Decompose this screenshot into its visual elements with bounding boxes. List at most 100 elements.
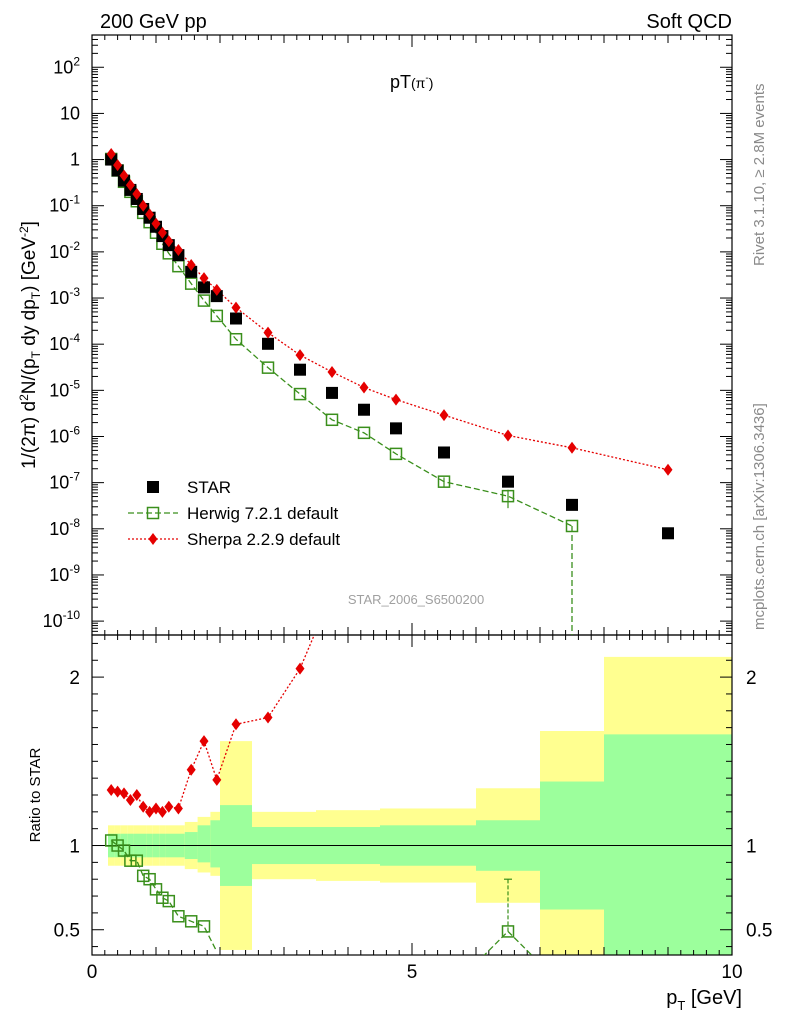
ratio-y-tick-label-left: 1: [69, 837, 80, 858]
sherpa-ratio-point: [138, 800, 148, 813]
sherpa-ratio-point: [263, 711, 273, 724]
star-point: [185, 265, 198, 278]
y-tick-mantissa: 10: [49, 565, 69, 585]
sherpa-ratio-point: [106, 783, 116, 796]
herwig-point: [293, 387, 307, 401]
sherpa-point: [663, 463, 673, 476]
y-tick-exponent: -6: [69, 423, 80, 437]
herwig-point: [357, 426, 371, 440]
y-tick-exponent: 2: [73, 54, 80, 68]
star-point: [198, 281, 210, 294]
star-point: [262, 337, 274, 350]
sherpa-point: [263, 326, 273, 339]
ratio-y-tick-label-right: 0.5: [746, 921, 772, 942]
plot-title-close: ): [429, 75, 434, 91]
band-inner-23: [604, 734, 732, 955]
sherpa-point: [145, 208, 155, 221]
sherpa-point: [212, 283, 222, 296]
y-tick-label: 1: [70, 150, 80, 170]
sherpa-ratio-point: [157, 805, 167, 818]
herwig-point: [197, 294, 211, 307]
sherpa-point: [119, 169, 129, 182]
herwig-ratio-point: [117, 844, 131, 857]
ratio-y-tick-label-left: 0.5: [54, 921, 80, 942]
y-tick-mantissa: 10: [49, 242, 69, 262]
herwig-ratio-point: [197, 920, 211, 933]
y-tick-exponent: -10: [63, 608, 81, 622]
sherpa-point: [138, 199, 148, 212]
y-tick-label: 10-5: [49, 377, 80, 400]
sherpa-point: [186, 258, 196, 271]
herwig-ratio-point: [136, 869, 150, 883]
y-tick-mantissa: 10: [60, 103, 80, 123]
herwig-point: [261, 361, 275, 374]
plot-title-sub: (π: [411, 75, 426, 91]
ratio-y-axis-title: Ratio to STAR: [27, 747, 44, 842]
main-axes: 10-1010-910-810-710-610-510-410-310-210-…: [43, 34, 733, 636]
ratio-uncertainty-bands: [108, 656, 732, 955]
sherpa-ratio-point: [113, 785, 123, 798]
star-point: [566, 498, 578, 511]
y-tick-label: 102: [53, 54, 80, 77]
x-axis-title: pT [GeV]: [666, 987, 742, 1013]
herwig-point: [501, 489, 515, 503]
y-tick-label: 10-3: [49, 285, 80, 308]
y-tick-mantissa: 10: [49, 196, 69, 216]
sherpa-ratio-point: [199, 735, 209, 748]
sherpa-ratio-point: [132, 789, 142, 801]
rivet-version-label: Rivet 3.1.10, ≥ 2.8M events: [751, 84, 768, 267]
sherpa-ratio-point: [295, 662, 305, 675]
legend: STAR Herwig 7.2.1 default Sherpa 2.2.9 def…: [128, 478, 340, 549]
sherpa-point: [173, 243, 183, 256]
sherpa-ratio-point: [186, 763, 196, 776]
ratio-y-tick-label-left: 2: [69, 668, 80, 689]
herwig-ratio-point: [501, 925, 515, 938]
herwig-ratio-point: [124, 854, 137, 867]
y-tick-label: 10-9: [49, 562, 80, 585]
y-tick-mantissa: 10: [43, 611, 63, 631]
sherpa-point: [439, 409, 449, 422]
star-point: [502, 475, 514, 488]
star-point: [390, 422, 402, 435]
ratio-y-tick-label-right: 2: [746, 668, 757, 689]
y-tick-exponent: -1: [69, 193, 80, 207]
herwig-ratio-point: [184, 915, 198, 928]
sherpa-ratio-point: [119, 787, 129, 800]
herwig-ratio-point: [156, 891, 169, 904]
y-tick-label: 10-4: [49, 331, 80, 354]
sherpa-point: [151, 217, 161, 230]
y-tick-exponent: -2: [69, 239, 80, 253]
sherpa-point: [567, 441, 577, 454]
y-tick-label: 10-2: [49, 239, 80, 262]
star-point: [210, 290, 223, 303]
y-tick-mantissa: 10: [49, 380, 69, 400]
x-tick-label: 10: [721, 962, 742, 983]
y-tick-label: 10-1: [49, 193, 80, 216]
herwig-point: [325, 413, 339, 427]
plot-title: pT(π-): [390, 72, 433, 92]
herwig-line: [110, 158, 573, 527]
herwig-point: [389, 447, 403, 461]
legend-label: STAR: [187, 478, 231, 497]
y-tick-exponent: -8: [69, 516, 80, 530]
header-left-label: 200 GeV pp: [100, 11, 207, 33]
sherpa-line: [110, 153, 669, 471]
sherpa-ratio-point: [164, 800, 174, 813]
y-tick-mantissa: 10: [49, 288, 69, 308]
y-tick-label: 10-6: [49, 423, 80, 446]
y-tick-mantissa: 10: [49, 426, 69, 446]
plot-title-main: pT: [390, 72, 411, 92]
herwig-point: [565, 519, 579, 533]
sherpa-point: [359, 381, 369, 394]
sherpa-point: [391, 393, 401, 406]
y-tick-label: 10-7: [49, 470, 80, 493]
sherpa-point: [106, 148, 116, 161]
herwig-point: [229, 332, 243, 346]
y-tick-mantissa: 1: [70, 150, 80, 170]
sherpa-point: [503, 429, 513, 442]
legend-label: Sherpa 2.2.9 default: [187, 530, 340, 549]
sherpa-point: [164, 235, 174, 248]
star-point: [438, 446, 450, 459]
y-tick-mantissa: 10: [49, 519, 69, 539]
